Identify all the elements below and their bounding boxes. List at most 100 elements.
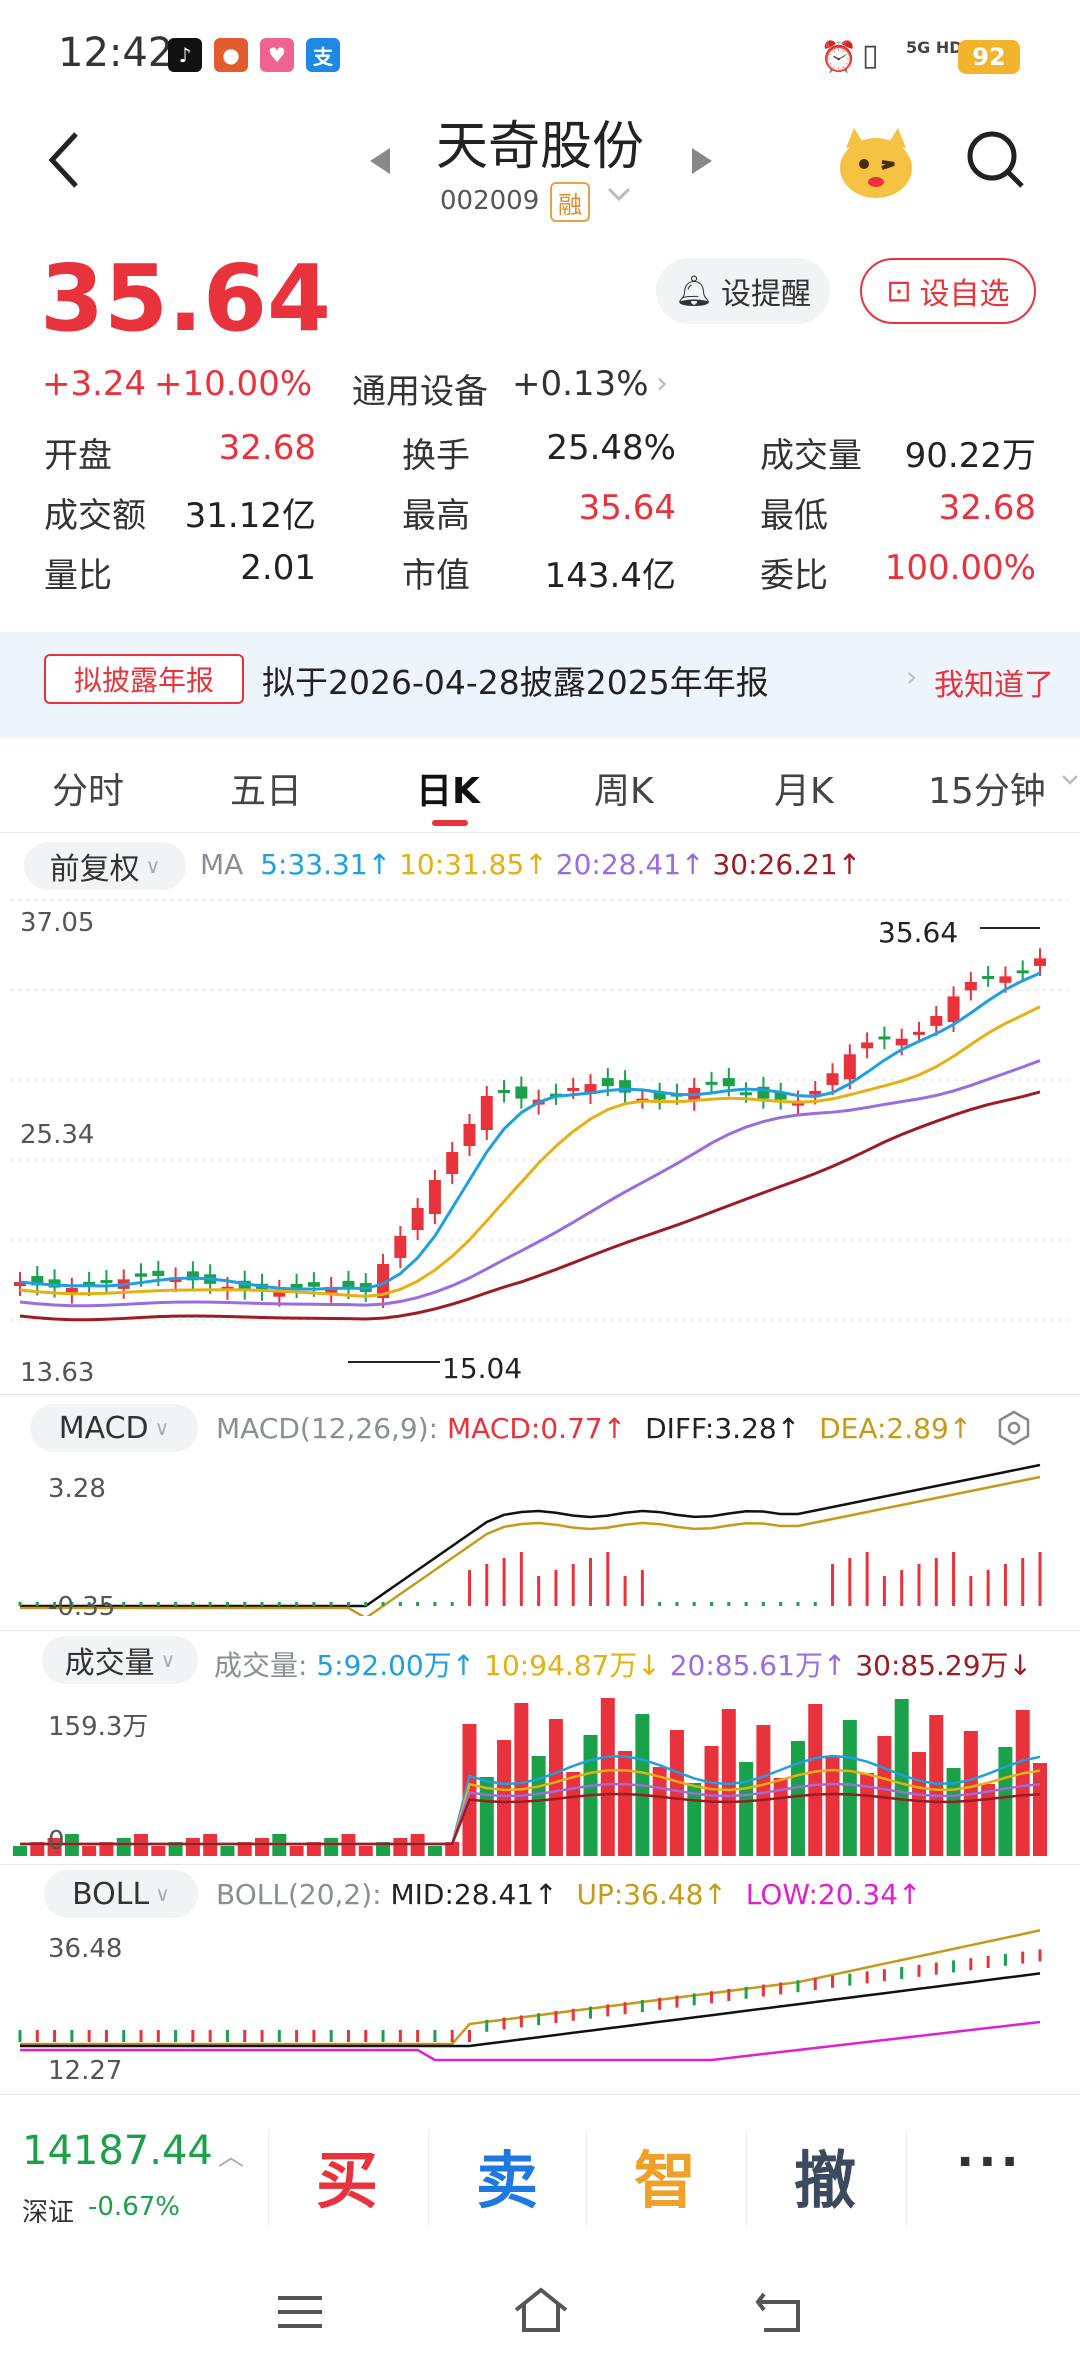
candle-body xyxy=(83,1281,96,1287)
tab-2[interactable]: 日K xyxy=(416,771,480,812)
boll-mid-line xyxy=(20,1972,1041,2048)
ma-line xyxy=(19,971,1041,1291)
add-favorite-button[interactable]: ⊡ 设自选 xyxy=(860,258,1036,324)
volume-y-bottom: 0 xyxy=(48,1826,65,1856)
divider xyxy=(586,2130,587,2226)
volume-bar xyxy=(185,1838,200,1856)
ma-line xyxy=(19,1059,1041,1308)
candle-body xyxy=(1034,958,1046,966)
candle-body xyxy=(428,1180,441,1214)
boll-y-bottom: 12.27 xyxy=(48,2056,123,2086)
index-value[interactable]: 14187.44 xyxy=(22,2128,213,2174)
volume-bar xyxy=(30,1842,45,1856)
boll-mid: MID:28.41↑ xyxy=(390,1878,558,1911)
volume-bar xyxy=(306,1842,321,1856)
macd-y-top: 3.28 xyxy=(48,1474,106,1504)
cancel-order-button[interactable]: 撤 xyxy=(794,2144,857,2217)
mascot-icon[interactable] xyxy=(836,124,916,208)
dea-line xyxy=(20,1475,1041,1616)
candle-body xyxy=(653,1092,666,1100)
add-favorite-label: 设自选 xyxy=(919,277,1010,312)
candle-body xyxy=(290,1283,303,1289)
candle-body xyxy=(878,1036,891,1040)
tab-0[interactable]: 分时 xyxy=(52,771,125,812)
menu-nav-icon[interactable] xyxy=(276,2292,324,2336)
macd-selector[interactable]: MACD ∨ xyxy=(30,1404,198,1452)
notice-dismiss[interactable]: 我知道了 xyxy=(934,668,1054,703)
tab-4[interactable]: 月K xyxy=(774,771,834,812)
back-nav-icon[interactable] xyxy=(754,2290,806,2338)
candle-body xyxy=(843,1054,856,1080)
tab-1[interactable]: 五日 xyxy=(230,771,303,812)
volume-bar xyxy=(600,1698,615,1856)
chat-icon: ⊡ xyxy=(886,273,912,309)
sector-pct[interactable]: +0.13% xyxy=(512,364,649,404)
search-icon[interactable] xyxy=(964,128,1028,196)
candle-body xyxy=(567,1087,580,1091)
sell-button[interactable]: 卖 xyxy=(476,2144,539,2217)
notice-text: 拟于2026-04-28披露2025年年报 xyxy=(262,663,769,702)
more-button[interactable]: ··· xyxy=(956,2134,1023,2190)
candle-body xyxy=(480,1096,493,1130)
back-button[interactable] xyxy=(44,130,84,194)
volume-bar xyxy=(324,1838,339,1856)
set-alert-button[interactable]: 🔔︎ 设提醒 xyxy=(656,258,830,324)
candle-body xyxy=(895,1038,908,1046)
macd-chart[interactable] xyxy=(0,1456,1080,1616)
volume-bar xyxy=(860,1773,875,1856)
stat-label: 最高 xyxy=(402,496,470,536)
volume-bar xyxy=(531,1756,546,1856)
volume-bar xyxy=(652,1767,667,1856)
tab-3[interactable]: 周K xyxy=(594,771,654,812)
volume-bar xyxy=(151,1846,166,1856)
stat-value: 2.01 xyxy=(240,548,316,588)
divider xyxy=(906,2130,907,2226)
candle-body xyxy=(601,1078,614,1087)
sector-name[interactable]: 通用设备 xyxy=(352,372,488,412)
macd-params: MACD(12,26,9): xyxy=(216,1412,439,1445)
prev-stock-button[interactable] xyxy=(368,146,392,180)
smart-button[interactable]: 智 xyxy=(634,2144,697,2217)
volume-selector[interactable]: 成交量 ∨ xyxy=(42,1636,198,1684)
candle-body xyxy=(757,1086,770,1099)
vol-ma20: 20:85.61万↑ xyxy=(669,1649,847,1682)
boll-params: BOLL(20,2): xyxy=(216,1878,382,1911)
divider xyxy=(0,1864,1080,1865)
adjust-selector[interactable]: 前复权 ∨ xyxy=(24,842,186,890)
candle-body xyxy=(498,1090,511,1093)
chevron-up-icon[interactable]: ︿ xyxy=(218,2142,245,2172)
kline-chart[interactable] xyxy=(0,892,1080,1392)
volume-bar xyxy=(998,1747,1013,1856)
candle-body xyxy=(982,976,995,980)
ma-legend: MA 5:33.31↑ 10:31.85↑ 20:28.41↑ 30:26.21↑ xyxy=(200,848,861,881)
chevron-down-icon[interactable] xyxy=(1060,772,1080,792)
chevron-down-icon: ∨ xyxy=(145,854,161,878)
candle-body xyxy=(238,1280,251,1290)
volume-y-top: 159.3万 xyxy=(48,1712,149,1742)
network-indicator: 5G HD xyxy=(906,38,963,57)
volume-bar xyxy=(1033,1763,1047,1856)
boll-selector[interactable]: BOLL ∨ xyxy=(44,1870,198,1918)
volume-bar xyxy=(237,1842,252,1856)
candle-body xyxy=(152,1270,165,1277)
buy-button[interactable]: 买 xyxy=(316,2144,379,2217)
ma-value: 30:26.21↑ xyxy=(712,848,862,881)
candle-body xyxy=(930,1015,943,1026)
settings-icon[interactable] xyxy=(996,1410,1032,1450)
next-stock-button[interactable] xyxy=(690,146,714,180)
diff-line xyxy=(20,1463,1041,1608)
boll-chart[interactable] xyxy=(0,1920,1080,2090)
boll-y-top: 36.48 xyxy=(48,1934,123,1964)
chevron-right-icon[interactable]: › xyxy=(656,366,668,401)
volume-bar xyxy=(756,1725,771,1856)
chevron-down-icon[interactable] xyxy=(606,184,632,208)
candle-body xyxy=(999,976,1012,983)
ma-value: 5:33.31↑ xyxy=(260,848,392,881)
stat-value: 35.64 xyxy=(578,488,676,528)
boll-selector-label: BOLL xyxy=(72,1876,150,1912)
volume-legend: 成交量: 5:92.00万↑ 10:94.87万↓ 20:85.61万↑ 30:… xyxy=(214,1644,1032,1684)
volume-chart[interactable] xyxy=(0,1690,1080,1860)
home-nav-icon[interactable] xyxy=(512,2286,570,2338)
tab-5[interactable]: 15分钟 xyxy=(928,771,1046,812)
ma-value: 20:28.41↑ xyxy=(555,848,705,881)
